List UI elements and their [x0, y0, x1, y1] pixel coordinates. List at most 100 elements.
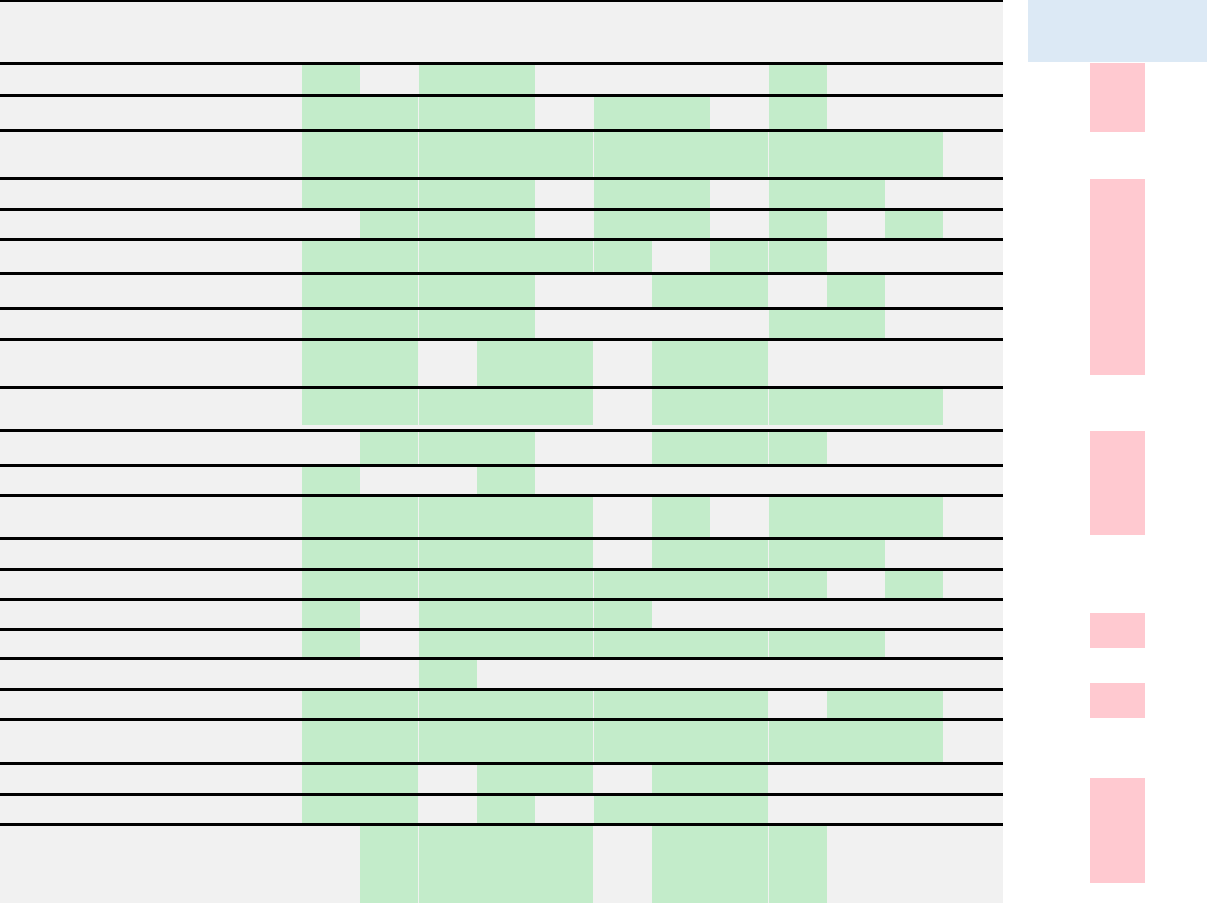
matrix-cell-filled[interactable]: [419, 571, 477, 598]
matrix-cell-filled[interactable]: [594, 601, 652, 628]
matrix-cell-filled[interactable]: [477, 132, 535, 177]
matrix-cell-filled[interactable]: [302, 341, 360, 386]
matrix-row[interactable]: [0, 180, 1003, 208]
matrix-cell-filled[interactable]: [302, 467, 360, 494]
matrix-cell-filled[interactable]: [769, 310, 827, 338]
matrix-cell-filled[interactable]: [594, 691, 652, 718]
matrix-row[interactable]: [0, 660, 1003, 688]
matrix-cell-filled[interactable]: [652, 432, 710, 464]
matrix-cell-filled[interactable]: [360, 180, 418, 208]
matrix-cell-filled[interactable]: [769, 97, 827, 129]
matrix-cell-filled[interactable]: [827, 691, 885, 718]
matrix-cell-filled[interactable]: [302, 691, 360, 718]
matrix-cell-filled[interactable]: [710, 241, 768, 272]
matrix-cell-filled[interactable]: [535, 540, 593, 568]
matrix-cell-filled[interactable]: [360, 310, 418, 338]
availability-matrix[interactable]: [0, 0, 1003, 903]
matrix-cell-filled[interactable]: [652, 497, 710, 537]
matrix-cell-filled[interactable]: [477, 211, 535, 238]
matrix-cell-filled[interactable]: [419, 497, 477, 537]
sidebar-summary-bar[interactable]: [1090, 63, 1145, 132]
matrix-cell-filled[interactable]: [360, 275, 418, 307]
matrix-cell-filled[interactable]: [652, 796, 710, 823]
matrix-cell-filled[interactable]: [535, 571, 593, 598]
matrix-cell-filled[interactable]: [535, 497, 593, 537]
matrix-cell-filled[interactable]: [477, 721, 535, 762]
matrix-cell-filled[interactable]: [302, 796, 360, 823]
matrix-row[interactable]: [0, 97, 1003, 129]
matrix-cell-filled[interactable]: [710, 389, 768, 425]
matrix-cell-filled[interactable]: [710, 275, 768, 307]
matrix-cell-filled[interactable]: [827, 721, 885, 762]
matrix-row[interactable]: [0, 389, 1003, 425]
matrix-cell-filled[interactable]: [419, 97, 477, 129]
matrix-cell-filled[interactable]: [302, 310, 360, 338]
matrix-cell-filled[interactable]: [594, 631, 652, 657]
matrix-cell-filled[interactable]: [360, 571, 418, 598]
matrix-cell-filled[interactable]: [360, 721, 418, 762]
matrix-cell-filled[interactable]: [477, 497, 535, 537]
matrix-cell-filled[interactable]: [360, 211, 418, 238]
matrix-cell-filled[interactable]: [477, 275, 535, 307]
matrix-cell-filled[interactable]: [769, 132, 827, 177]
matrix-cell-filled[interactable]: [652, 211, 710, 238]
matrix-row[interactable]: [0, 540, 1003, 568]
matrix-cell-filled[interactable]: [827, 497, 885, 537]
matrix-cell-filled[interactable]: [302, 180, 360, 208]
matrix-cell-filled[interactable]: [360, 540, 418, 568]
matrix-cell-filled[interactable]: [652, 721, 710, 762]
matrix-cell-filled[interactable]: [477, 631, 535, 657]
matrix-cell-filled[interactable]: [477, 691, 535, 718]
matrix-cell-filled[interactable]: [360, 691, 418, 718]
matrix-cell-filled[interactable]: [419, 65, 477, 94]
matrix-row[interactable]: [0, 796, 1003, 823]
matrix-cell-filled[interactable]: [652, 691, 710, 718]
matrix-row[interactable]: [0, 497, 1003, 537]
matrix-row[interactable]: [0, 65, 1003, 94]
matrix-cell-filled[interactable]: [477, 571, 535, 598]
matrix-cell-filled[interactable]: [360, 389, 418, 425]
matrix-cell-filled[interactable]: [594, 180, 652, 208]
matrix-row[interactable]: [0, 691, 1003, 718]
matrix-cell-filled[interactable]: [710, 341, 768, 386]
matrix-cell-filled[interactable]: [885, 389, 943, 425]
matrix-row[interactable]: [0, 765, 1003, 793]
matrix-cell-filled[interactable]: [535, 341, 593, 386]
matrix-cell-filled[interactable]: [594, 796, 652, 823]
matrix-cell-filled[interactable]: [652, 765, 710, 793]
matrix-cell-filled[interactable]: [477, 310, 535, 338]
matrix-cell-filled[interactable]: [827, 389, 885, 425]
matrix-cell-filled[interactable]: [477, 65, 535, 94]
matrix-cell-filled[interactable]: [769, 497, 827, 537]
matrix-cell-filled[interactable]: [710, 432, 768, 464]
matrix-cell-filled[interactable]: [477, 389, 535, 425]
matrix-cell-filled[interactable]: [302, 275, 360, 307]
matrix-cell-filled[interactable]: [535, 765, 593, 793]
matrix-cell-filled[interactable]: [710, 571, 768, 598]
matrix-cell-filled[interactable]: [419, 275, 477, 307]
matrix-row[interactable]: [0, 132, 1003, 177]
matrix-row[interactable]: [0, 826, 1003, 903]
matrix-cell-filled[interactable]: [652, 571, 710, 598]
matrix-cell-filled[interactable]: [477, 97, 535, 129]
matrix-cell-filled[interactable]: [477, 765, 535, 793]
matrix-cell-filled[interactable]: [419, 389, 477, 425]
sidebar-summary-bar[interactable]: [1090, 613, 1145, 648]
matrix-cell-filled[interactable]: [827, 540, 885, 568]
matrix-cell-filled[interactable]: [360, 765, 418, 793]
matrix-cell-filled[interactable]: [302, 65, 360, 94]
sidebar-summary-bar[interactable]: [1090, 683, 1145, 718]
matrix-cell-filled[interactable]: [710, 132, 768, 177]
matrix-cell-filled[interactable]: [652, 341, 710, 386]
matrix-cell-filled[interactable]: [769, 540, 827, 568]
matrix-cell-filled[interactable]: [360, 826, 418, 903]
matrix-cell-filled[interactable]: [360, 97, 418, 129]
matrix-cell-filled[interactable]: [769, 65, 827, 94]
matrix-cell-filled[interactable]: [477, 467, 535, 494]
matrix-cell-filled[interactable]: [710, 721, 768, 762]
matrix-cell-filled[interactable]: [419, 241, 477, 272]
matrix-cell-filled[interactable]: [360, 497, 418, 537]
matrix-cell-filled[interactable]: [652, 540, 710, 568]
matrix-cell-filled[interactable]: [419, 660, 477, 688]
matrix-cell-filled[interactable]: [769, 571, 827, 598]
